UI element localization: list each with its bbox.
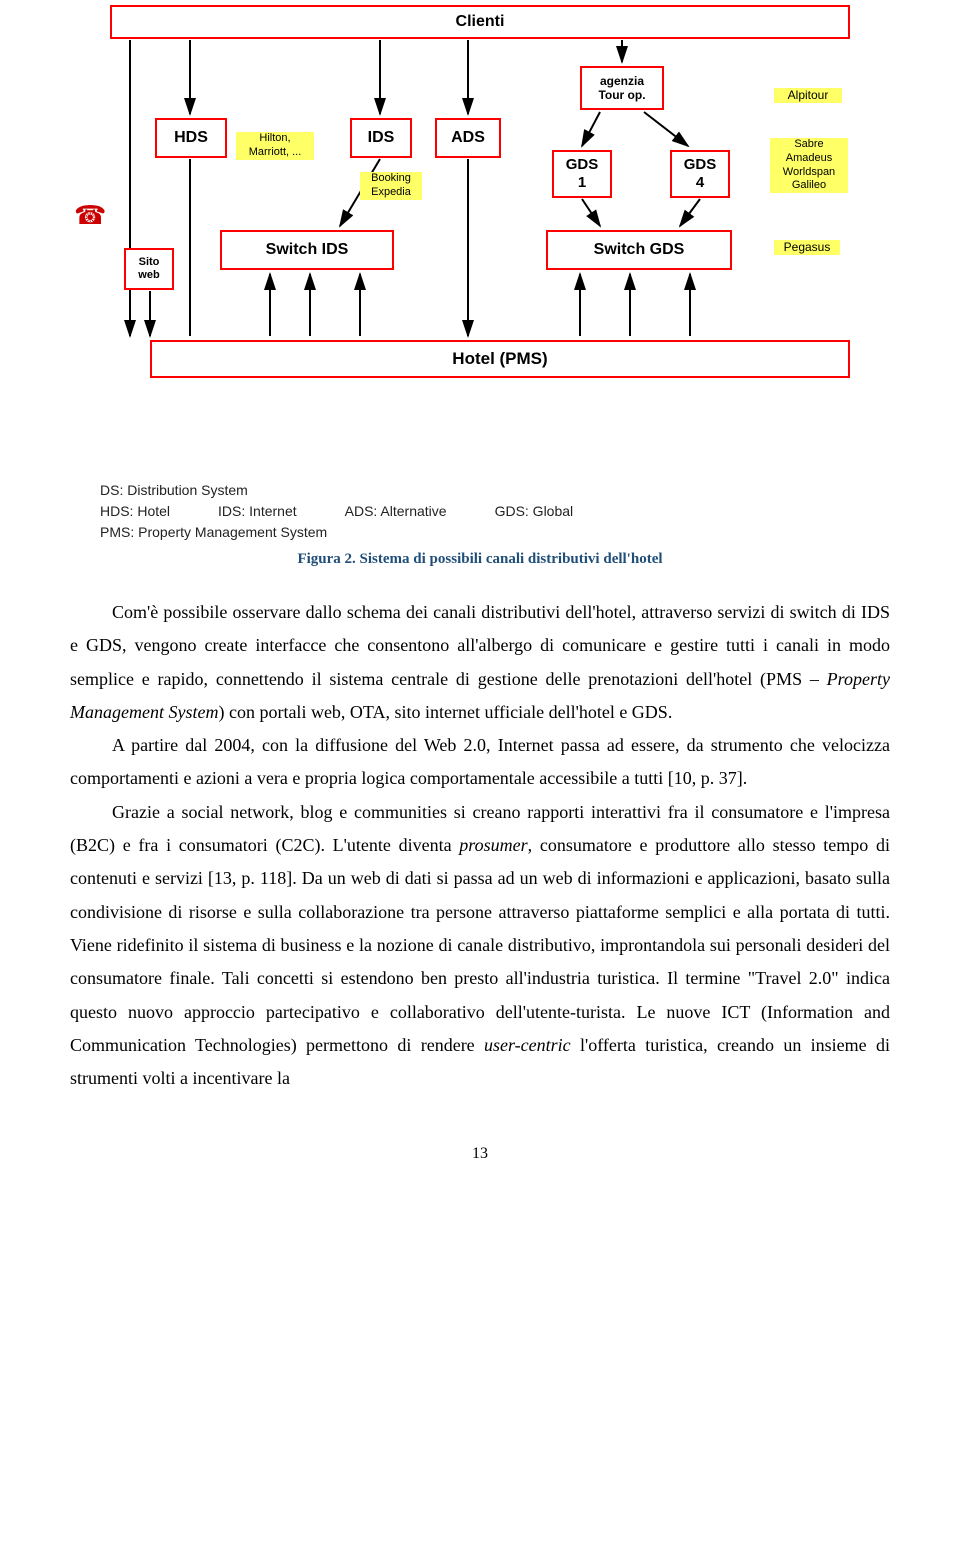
label-hilton: Hilton, Marriott, ... — [236, 132, 314, 160]
legend-hds: HDS: Hotel — [100, 501, 170, 522]
node-agenzia: agenzia Tour op. — [580, 66, 664, 110]
legend-line1: DS: Distribution System — [100, 480, 890, 501]
page-number: 13 — [70, 1145, 890, 1163]
body-text: Com'è possibile osservare dallo schema d… — [70, 596, 890, 1095]
p1-a: Com'è possibile osservare dallo schema d… — [70, 602, 890, 689]
diagram-legend: DS: Distribution System HDS: Hotel IDS: … — [100, 480, 890, 543]
node-switch-ids: Switch IDS — [220, 230, 394, 270]
node-ids: IDS — [350, 118, 412, 158]
p3-b: , consumatore e produttore allo stesso t… — [70, 835, 890, 1055]
legend-ads: ADS: Alternative — [345, 501, 447, 522]
p1-b: ) con portali web, OTA, sito internet uf… — [218, 702, 672, 722]
paragraph-3: Grazie a social network, blog e communit… — [70, 796, 890, 1096]
label-alpitour: Alpitour — [774, 88, 842, 103]
label-booking: Booking Expedia — [360, 172, 422, 200]
paragraph-1: Com'è possibile osservare dallo schema d… — [70, 596, 890, 729]
node-switch-gds: Switch GDS — [546, 230, 732, 270]
label-sabre: Sabre Amadeus Worldspan Galileo — [770, 138, 848, 193]
p3-i1: prosumer — [459, 835, 527, 855]
node-gds1: GDS 1 — [552, 150, 612, 198]
node-ads: ADS — [435, 118, 501, 158]
diagram-arrows — [70, 0, 890, 470]
node-gds4: GDS 4 — [670, 150, 730, 198]
label-pegasus: Pegasus — [774, 240, 840, 255]
paragraph-2: A partire dal 2004, con la diffusione de… — [70, 729, 890, 796]
node-sito: Sito web — [124, 248, 174, 290]
phone-icon: ☎ — [74, 200, 106, 231]
legend-ids: IDS: Internet — [218, 501, 297, 522]
node-hds: HDS — [155, 118, 227, 158]
legend-line2: HDS: Hotel IDS: Internet ADS: Alternativ… — [100, 501, 890, 522]
distribution-diagram: ☎ Clienti HDS IDS ADS agenzia Tour op. G… — [70, 0, 890, 470]
legend-gds: GDS: Global — [495, 501, 574, 522]
p3-i2: user-centric — [484, 1035, 571, 1055]
figure-caption: Figura 2. Sistema di possibili canali di… — [70, 551, 890, 568]
legend-line3: PMS: Property Management System — [100, 522, 890, 543]
node-clienti: Clienti — [110, 5, 850, 39]
node-hotel: Hotel (PMS) — [150, 340, 850, 378]
